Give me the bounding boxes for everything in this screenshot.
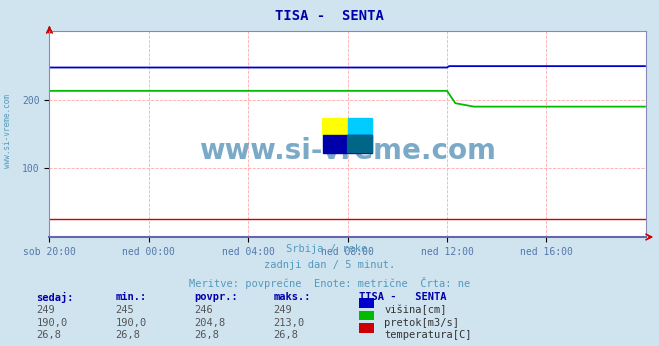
Text: 190,0: 190,0 [36, 318, 67, 328]
Text: 26,8: 26,8 [115, 330, 140, 340]
Text: 246: 246 [194, 305, 213, 315]
Text: višina[cm]: višina[cm] [384, 305, 447, 316]
Text: TISA -   SENTA: TISA - SENTA [359, 292, 447, 302]
Text: povpr.:: povpr.: [194, 292, 238, 302]
Text: www.si-vreme.com: www.si-vreme.com [199, 137, 496, 165]
Polygon shape [348, 135, 372, 153]
Text: 26,8: 26,8 [36, 330, 61, 340]
Text: 249: 249 [36, 305, 55, 315]
Text: 245: 245 [115, 305, 134, 315]
Text: Meritve: povprečne  Enote: metrične  Črta: ne: Meritve: povprečne Enote: metrične Črta:… [189, 277, 470, 289]
Text: www.si-vreme.com: www.si-vreme.com [3, 94, 13, 169]
Text: 249: 249 [273, 305, 292, 315]
Polygon shape [348, 118, 372, 135]
Text: maks.:: maks.: [273, 292, 311, 302]
Text: pretok[m3/s]: pretok[m3/s] [384, 318, 459, 328]
Text: 204,8: 204,8 [194, 318, 225, 328]
Polygon shape [323, 135, 372, 153]
Text: 190,0: 190,0 [115, 318, 146, 328]
Text: 26,8: 26,8 [194, 330, 219, 340]
Text: temperatura[C]: temperatura[C] [384, 330, 472, 340]
Text: 213,0: 213,0 [273, 318, 304, 328]
Text: zadnji dan / 5 minut.: zadnji dan / 5 minut. [264, 260, 395, 270]
Text: 26,8: 26,8 [273, 330, 299, 340]
Polygon shape [323, 118, 348, 135]
Polygon shape [348, 135, 372, 153]
Text: Srbija / reke.: Srbija / reke. [286, 244, 373, 254]
Text: sedaj:: sedaj: [36, 292, 74, 303]
Polygon shape [323, 118, 348, 135]
Text: TISA -  SENTA: TISA - SENTA [275, 9, 384, 22]
Text: min.:: min.: [115, 292, 146, 302]
